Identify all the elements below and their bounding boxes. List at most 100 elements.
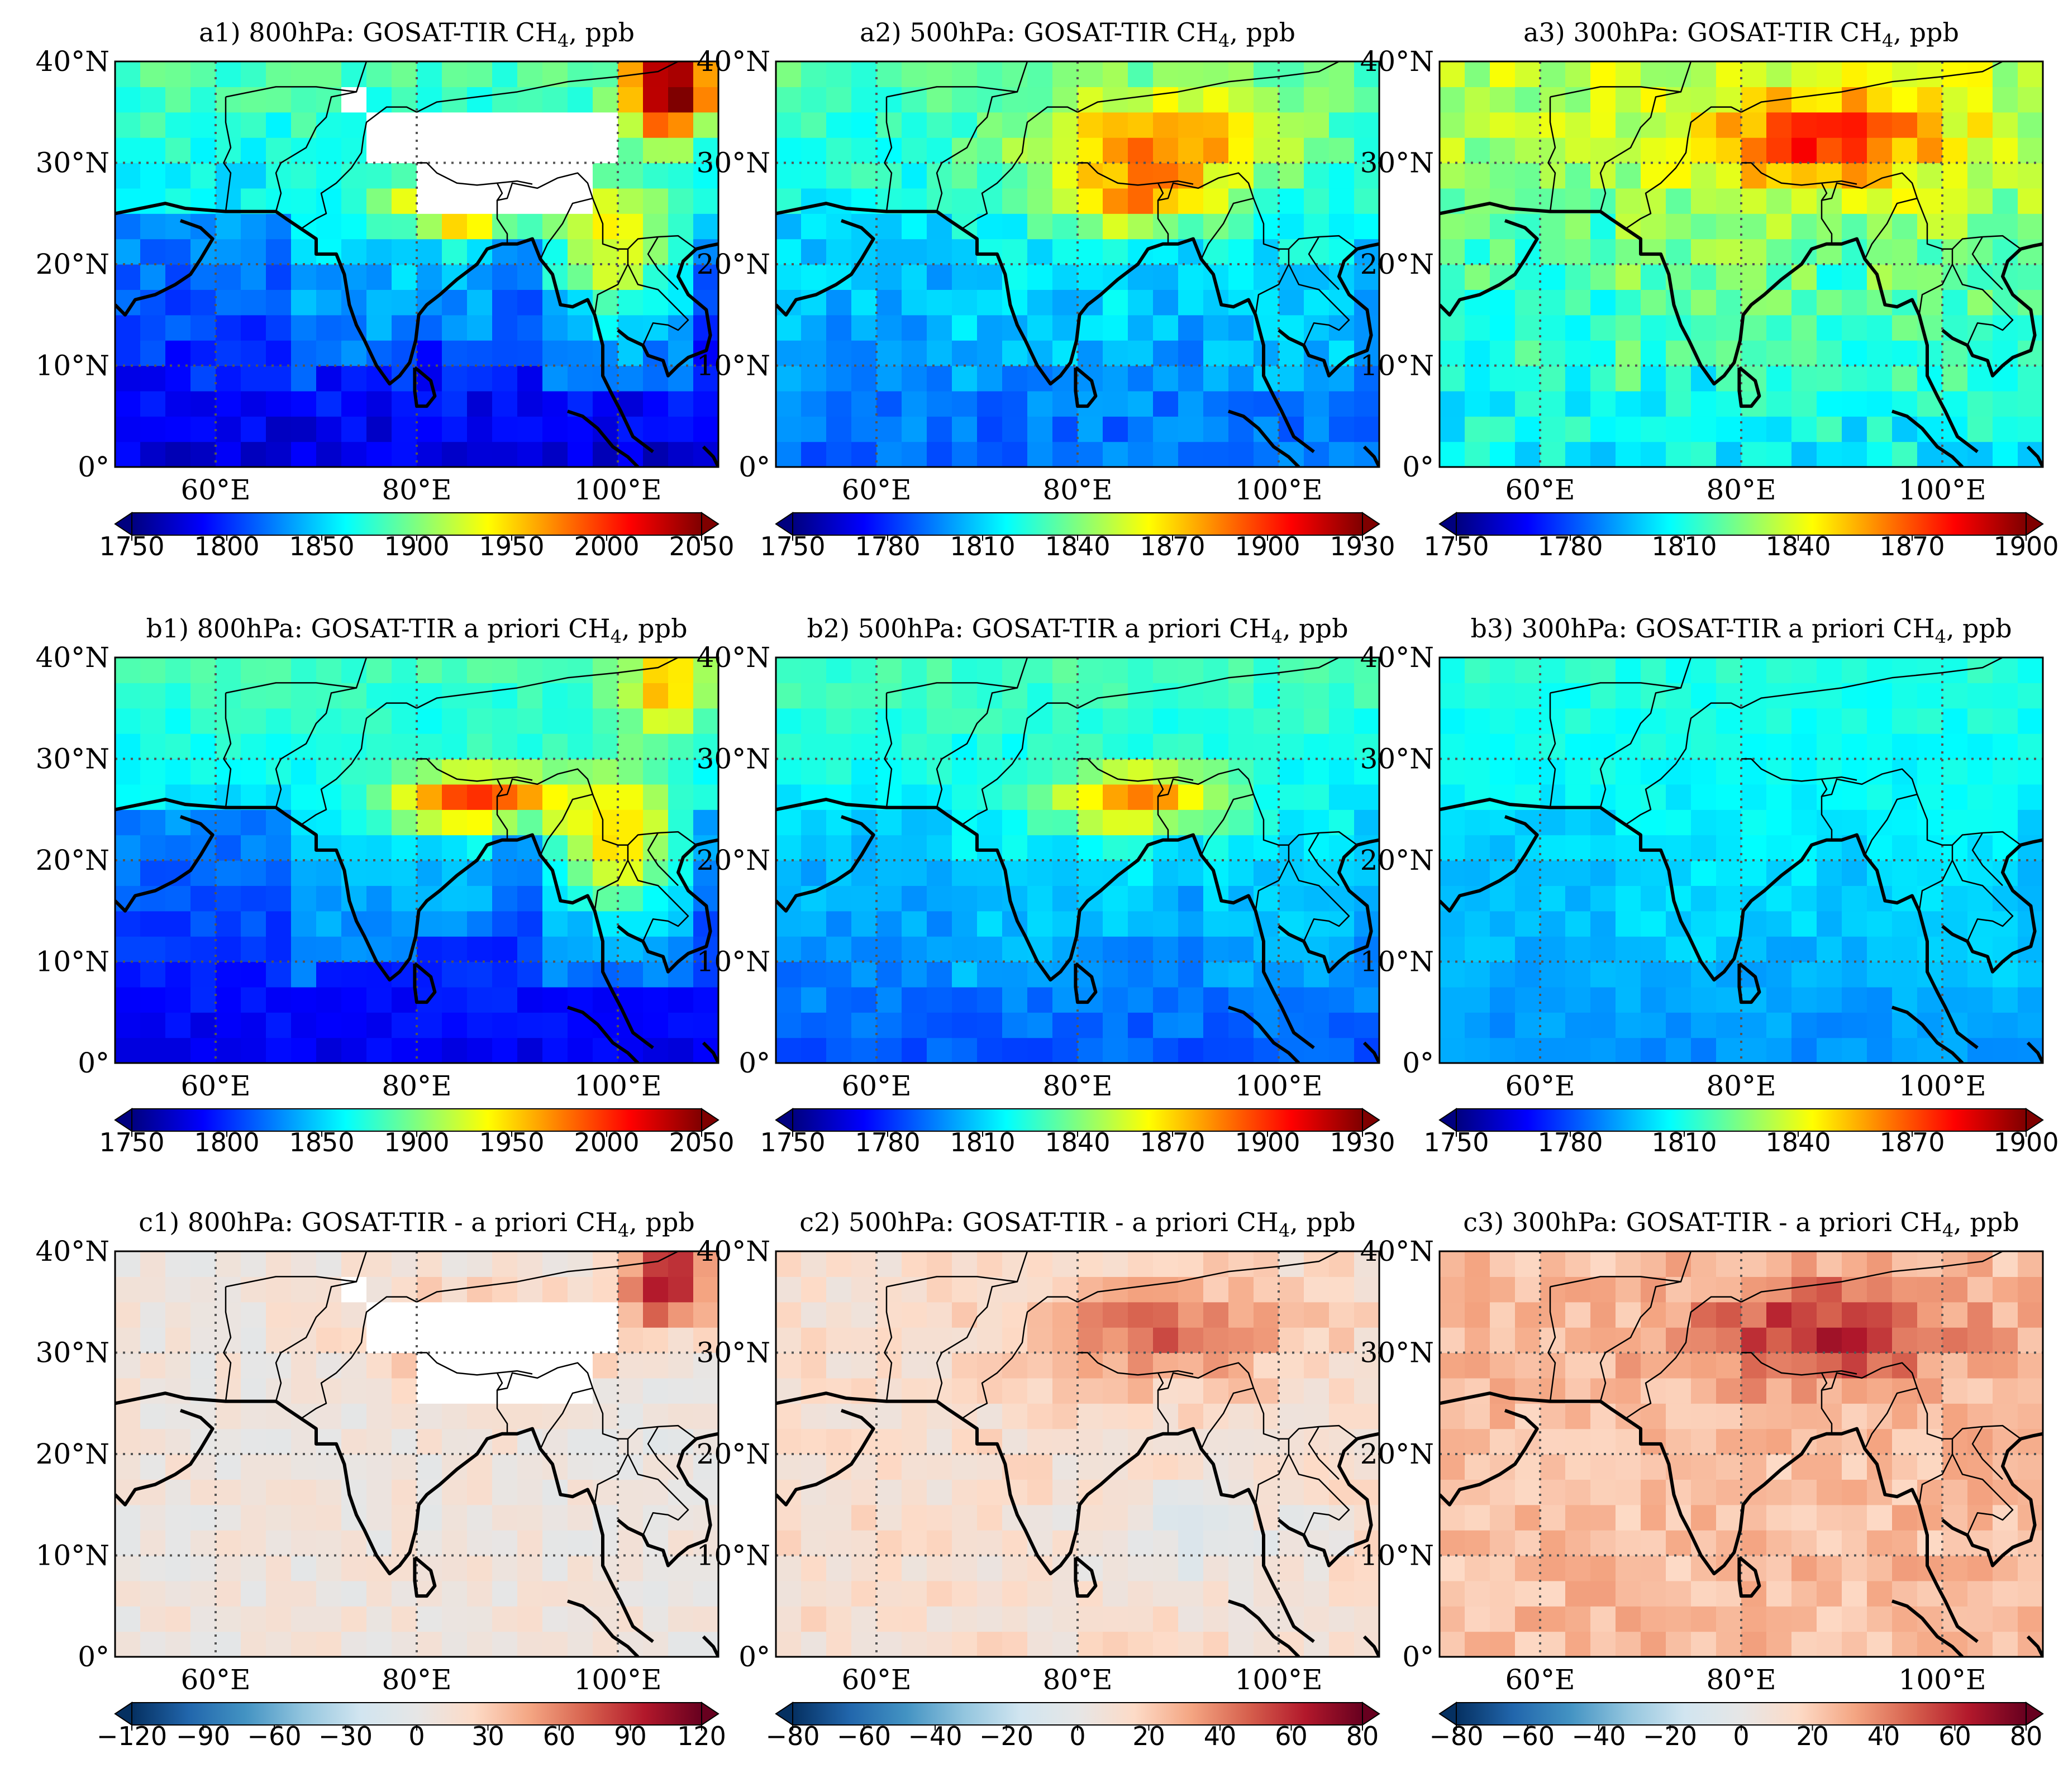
heatmap-cell xyxy=(517,657,543,683)
heatmap-cell xyxy=(1002,239,1028,265)
heatmap-cell xyxy=(115,1504,141,1531)
heatmap-cell xyxy=(977,784,1003,810)
heatmap-cell xyxy=(801,441,827,467)
heatmap-cell xyxy=(216,289,241,316)
heatmap-cell xyxy=(366,708,392,734)
heatmap-cell xyxy=(1465,1327,1490,1353)
heatmap-cell xyxy=(1641,911,1666,937)
heatmap-cell xyxy=(1178,1606,1204,1632)
heatmap-cell xyxy=(2018,683,2043,709)
heatmap-cell xyxy=(1103,759,1128,785)
lat-tick-label: 0° xyxy=(738,1047,770,1079)
heatmap-cell xyxy=(1052,264,1078,290)
heatmap-cell xyxy=(1153,1327,1179,1353)
heatmap-cell xyxy=(1228,1302,1254,1328)
heatmap-cell xyxy=(1052,986,1078,1013)
heatmap-cell xyxy=(316,657,342,683)
heatmap-cell xyxy=(1128,885,1154,912)
heatmap-cell xyxy=(1641,784,1666,810)
border-line xyxy=(1157,1370,1194,1375)
heatmap-cell xyxy=(1128,365,1154,392)
map-lines-b3 xyxy=(1440,657,2043,1063)
heatmap-cell xyxy=(1254,835,1279,861)
heatmap-cell xyxy=(1942,809,1968,836)
heatmap-cell xyxy=(643,239,669,265)
heatmap-cell xyxy=(1354,683,1379,709)
heatmap-cell xyxy=(1766,885,1792,912)
heatmap-cell xyxy=(1766,188,1792,214)
heatmap-cell xyxy=(1590,264,1616,290)
heatmap-cell xyxy=(1254,112,1279,138)
heatmap-cell xyxy=(2018,1251,2043,1277)
heatmap-cell xyxy=(467,1631,493,1657)
lon-tick-label: 100°E xyxy=(574,1664,662,1696)
heatmap-cell xyxy=(140,1327,166,1353)
heatmap-cell xyxy=(165,163,191,189)
heatmap-cell xyxy=(776,860,802,886)
heatmap-cell xyxy=(517,61,543,87)
heatmap-cell xyxy=(1153,961,1179,988)
heatmap-cell xyxy=(851,1037,877,1063)
heatmap-cells-a2 xyxy=(776,61,1379,467)
heatmap-cell xyxy=(1892,112,1918,138)
heatmap-cell xyxy=(977,1037,1003,1063)
heatmap-cell xyxy=(668,289,694,316)
heatmap-cell xyxy=(1228,911,1254,937)
heatmap-cell xyxy=(1741,809,1767,836)
heatmap-cell xyxy=(517,1631,543,1657)
heatmap-cell xyxy=(1766,163,1792,189)
heatmap-cell xyxy=(876,911,902,937)
heatmap-cell xyxy=(1178,390,1204,417)
heatmap-cell xyxy=(1741,835,1767,861)
heatmap-cell xyxy=(140,1428,166,1455)
heatmap-cell xyxy=(776,314,802,341)
heatmap-cell xyxy=(241,911,266,937)
heatmap-cell xyxy=(1590,1012,1616,1038)
heatmap-cell xyxy=(1590,289,1616,316)
heatmap-cell xyxy=(417,1504,442,1531)
heatmap-cell xyxy=(1766,1504,1792,1531)
heatmap-cell xyxy=(643,809,669,836)
heatmap-cell xyxy=(1766,911,1792,937)
heatmap-cell xyxy=(1540,137,1566,164)
heatmap-cell xyxy=(1967,1606,1993,1632)
colorbar-tick-label: 1900 xyxy=(1993,1127,2059,1157)
heatmap-cell xyxy=(392,213,417,240)
heatmap-cell xyxy=(1103,239,1128,265)
border-line xyxy=(1547,1286,1556,1402)
heatmap-cell xyxy=(1892,1530,1918,1556)
heatmap-cell xyxy=(1917,87,1943,113)
heatmap-cell xyxy=(266,986,292,1013)
heatmap-cell xyxy=(542,390,568,417)
heatmap-cell xyxy=(568,657,593,683)
heatmap-cell xyxy=(668,239,694,265)
heatmap-cell xyxy=(693,1403,718,1429)
heatmap-cell xyxy=(140,1479,166,1505)
heatmap-cell xyxy=(1766,1403,1792,1429)
heatmap-cell xyxy=(902,213,927,240)
heatmap-cell xyxy=(1153,911,1179,937)
heatmap-cell xyxy=(668,390,694,417)
heatmap-cell xyxy=(291,1302,317,1328)
border-line xyxy=(1077,657,1340,709)
border-line xyxy=(1078,1352,1255,1450)
heatmap-cell xyxy=(165,657,191,683)
heatmap-cell xyxy=(1766,112,1792,138)
colorbar-tick-label: −120 xyxy=(97,1721,167,1751)
heatmap-cell xyxy=(1540,1606,1566,1632)
border-line xyxy=(1550,657,1692,694)
heatmap-cell xyxy=(1565,1530,1591,1556)
heatmap-cell xyxy=(1440,1530,1465,1556)
heatmap-cell xyxy=(316,264,342,290)
heatmap-cell xyxy=(1666,1555,1691,1581)
heatmap-cell xyxy=(291,137,317,164)
colorbar-tick-label: 1840 xyxy=(1045,531,1110,561)
heatmap-cell xyxy=(517,885,543,912)
heatmap-cell xyxy=(1641,213,1666,240)
heatmap-cell xyxy=(1490,1276,1516,1303)
heatmap-cell xyxy=(1993,657,2018,683)
heatmap-cell xyxy=(801,1504,827,1531)
heatmap-cell xyxy=(643,289,669,316)
heatmap-cell xyxy=(1867,416,1893,442)
heatmap-cell xyxy=(442,112,468,138)
